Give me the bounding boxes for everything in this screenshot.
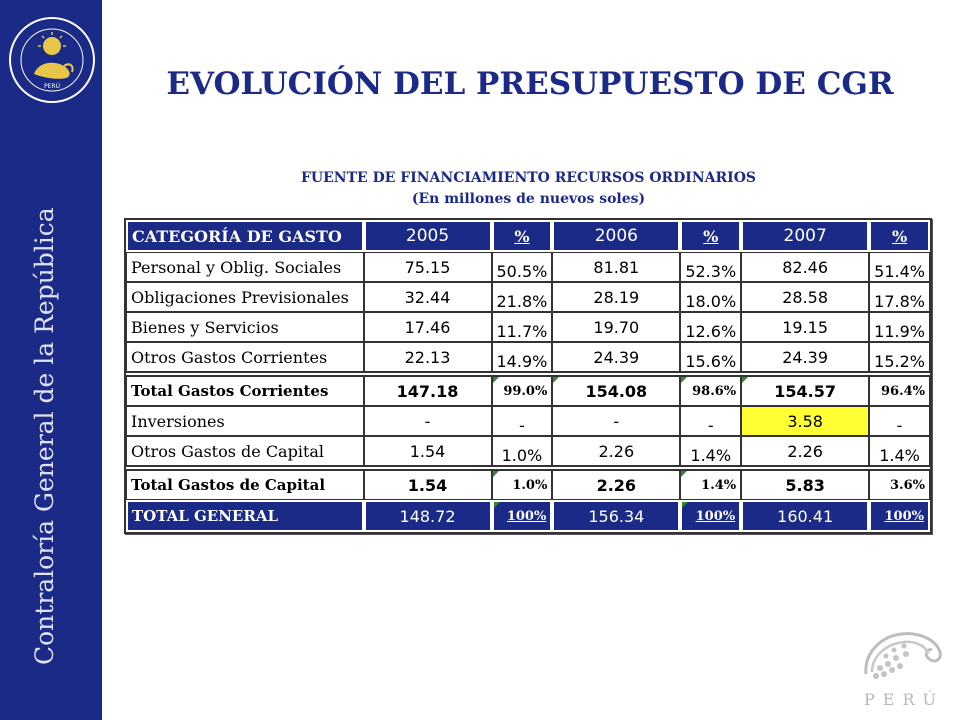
row-2007-value: 28.58 <box>741 282 870 312</box>
row-2005-value: 17.46 <box>363 312 492 342</box>
row-2006-pct: 52.3% <box>680 252 742 282</box>
row-2006-pct: 1.4% <box>680 470 742 500</box>
row-category: Personal y Oblig. Sociales <box>126 252 364 282</box>
row-2005-value: 32.44 <box>363 282 492 312</box>
table-row: Obligaciones Previsionales 32.44 21.8% 2… <box>126 282 930 312</box>
row-2005-pct: 50.5% <box>491 252 553 282</box>
row-2005-value: 22.13 <box>363 342 492 372</box>
contraloria-seal-icon: PERÚ <box>9 17 95 103</box>
row-2006-value: 2.26 <box>552 470 681 500</box>
row-2005-pct: 21.8% <box>491 282 553 312</box>
row-category: Otros Gastos de Capital <box>126 436 364 466</box>
table-row: Inversiones - - - - 3.58 - <box>126 406 930 436</box>
row-2007-pct: 1.4% <box>869 436 930 466</box>
row-2005-value: 75.15 <box>363 252 492 282</box>
row-2006-value: - <box>552 406 681 436</box>
row-category: Otros Gastos Corrientes <box>126 342 364 372</box>
row-2005-pct: - <box>491 406 553 436</box>
header-2006: 2006 <box>552 220 681 252</box>
sidebar: PERÚ Contraloría General de la República <box>0 0 102 720</box>
row-2007-value: 2.26 <box>741 436 870 466</box>
svg-text:PERÚ: PERÚ <box>44 83 60 90</box>
row-2005-value: 148.72 <box>363 500 492 532</box>
table-row: Otros Gastos Corrientes 22.13 14.9% 24.3… <box>126 342 930 372</box>
row-2007-value: 5.83 <box>741 470 870 500</box>
slide-title: EVOLUCIÓN DEL PRESUPUESTO DE CGR <box>166 66 894 102</box>
row-2006-pct: 1.4% <box>680 436 742 466</box>
table-row-grand-total: TOTAL GENERAL 148.72 100% 156.34 100% 16… <box>126 500 930 532</box>
row-2007-value-highlighted: 3.58 <box>741 406 870 436</box>
header-2005-pct: % <box>491 220 553 252</box>
table-spacer <box>126 372 930 376</box>
row-2006-pct: 98.6% <box>680 376 742 406</box>
row-2007-pct: 100% <box>869 500 930 532</box>
row-2007-pct: 3.6% <box>869 470 930 500</box>
row-category: Total Gastos de Capital <box>126 470 364 500</box>
budget-table: CATEGORÍA DE GASTO 2005 % 2006 % 2007 % … <box>124 218 932 534</box>
row-2006-value: 24.39 <box>552 342 681 372</box>
row-2005-pct: 99.0% <box>491 376 553 406</box>
row-2007-value: 19.15 <box>741 312 870 342</box>
table-row-subtotal: Total Gastos de Capital 1.54 1.0% 2.26 1… <box>126 470 930 500</box>
row-2005-value: 1.54 <box>363 470 492 500</box>
peru-brand-label: PERÚ <box>864 690 944 709</box>
row-2005-pct: 14.9% <box>491 342 553 372</box>
row-2005-pct: 1.0% <box>491 436 553 466</box>
row-2007-pct: 15.2% <box>869 342 930 372</box>
table-row: Bienes y Servicios 17.46 11.7% 19.70 12.… <box>126 312 930 342</box>
row-2005-value: - <box>363 406 492 436</box>
header-2006-pct: % <box>680 220 742 252</box>
row-2006-pct: 100% <box>680 500 742 532</box>
row-2007-value: 24.39 <box>741 342 870 372</box>
peru-brand-logo-icon <box>864 632 942 679</box>
row-2007-pct: - <box>869 406 930 436</box>
table-row-subtotal: Total Gastos Corrientes 147.18 99.0% 154… <box>126 376 930 406</box>
row-category: Total Gastos Corrientes <box>126 376 364 406</box>
row-category: Inversiones <box>126 406 364 436</box>
row-2006-pct: 15.6% <box>680 342 742 372</box>
row-2005-pct: 11.7% <box>491 312 553 342</box>
row-2007-pct: 51.4% <box>869 252 930 282</box>
row-2007-pct: 96.4% <box>869 376 930 406</box>
row-category: Obligaciones Previsionales <box>126 282 364 312</box>
slide-subtitle-line2: (En millones de nuevos soles) <box>411 191 646 207</box>
row-2006-pct: 12.6% <box>680 312 742 342</box>
spacer-cell <box>126 466 930 470</box>
row-2007-value: 82.46 <box>741 252 870 282</box>
row-2005-value: 147.18 <box>363 376 492 406</box>
row-2006-value: 28.19 <box>552 282 681 312</box>
table-row: Otros Gastos de Capital 1.54 1.0% 2.26 1… <box>126 436 930 466</box>
row-2007-value: 154.57 <box>741 376 870 406</box>
row-2005-value: 1.54 <box>363 436 492 466</box>
row-2006-value: 81.81 <box>552 252 681 282</box>
sidebar-vertical-text: Contraloría General de la República <box>30 207 59 665</box>
row-2006-value: 154.08 <box>552 376 681 406</box>
table-row: Personal y Oblig. Sociales 75.15 50.5% 8… <box>126 252 930 282</box>
header-2005: 2005 <box>363 220 492 252</box>
row-2006-value: 156.34 <box>552 500 681 532</box>
slide-subtitle-line1: FUENTE DE FINANCIAMIENTO RECURSOS ORDINA… <box>300 170 756 186</box>
row-2005-pct: 100% <box>491 500 553 532</box>
row-2006-value: 19.70 <box>552 312 681 342</box>
row-category: TOTAL GENERAL <box>126 500 364 532</box>
row-2005-pct: 1.0% <box>491 470 553 500</box>
spacer-cell <box>126 372 930 376</box>
row-2007-pct: 17.8% <box>869 282 930 312</box>
row-2007-value: 160.41 <box>741 500 870 532</box>
row-2006-pct: - <box>680 406 742 436</box>
row-2006-value: 2.26 <box>552 436 681 466</box>
table-spacer <box>126 466 930 470</box>
row-2006-pct: 18.0% <box>680 282 742 312</box>
header-2007-pct: % <box>869 220 930 252</box>
header-2007: 2007 <box>741 220 870 252</box>
row-category: Bienes y Servicios <box>126 312 364 342</box>
header-category: CATEGORÍA DE GASTO <box>126 220 364 252</box>
row-2007-pct: 11.9% <box>869 312 930 342</box>
table-header-row: CATEGORÍA DE GASTO 2005 % 2006 % 2007 % <box>126 220 930 252</box>
